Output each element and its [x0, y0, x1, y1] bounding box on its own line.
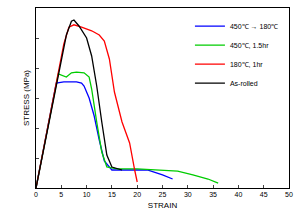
svg-text:450℃ → 180℃: 450℃ → 180℃: [230, 23, 278, 30]
svg-text:45: 45: [260, 191, 268, 198]
svg-text:40: 40: [235, 191, 243, 198]
svg-text:450℃, 1.5hr: 450℃, 1.5hr: [230, 42, 269, 49]
svg-text:180℃, 1hr: 180℃, 1hr: [230, 61, 263, 68]
svg-text:STRAIN: STRAIN: [148, 201, 178, 210]
svg-text:25: 25: [159, 191, 167, 198]
svg-text:35: 35: [209, 191, 217, 198]
svg-text:5: 5: [59, 191, 63, 198]
svg-text:20: 20: [133, 191, 141, 198]
svg-text:0: 0: [34, 191, 38, 198]
svg-text:30: 30: [184, 191, 192, 198]
svg-text:10: 10: [83, 191, 91, 198]
svg-text:STRESS (MPa): STRESS (MPa): [22, 70, 31, 126]
svg-text:As-rolled: As-rolled: [230, 80, 258, 87]
svg-text:15: 15: [108, 191, 116, 198]
svg-text:50: 50: [285, 191, 293, 198]
